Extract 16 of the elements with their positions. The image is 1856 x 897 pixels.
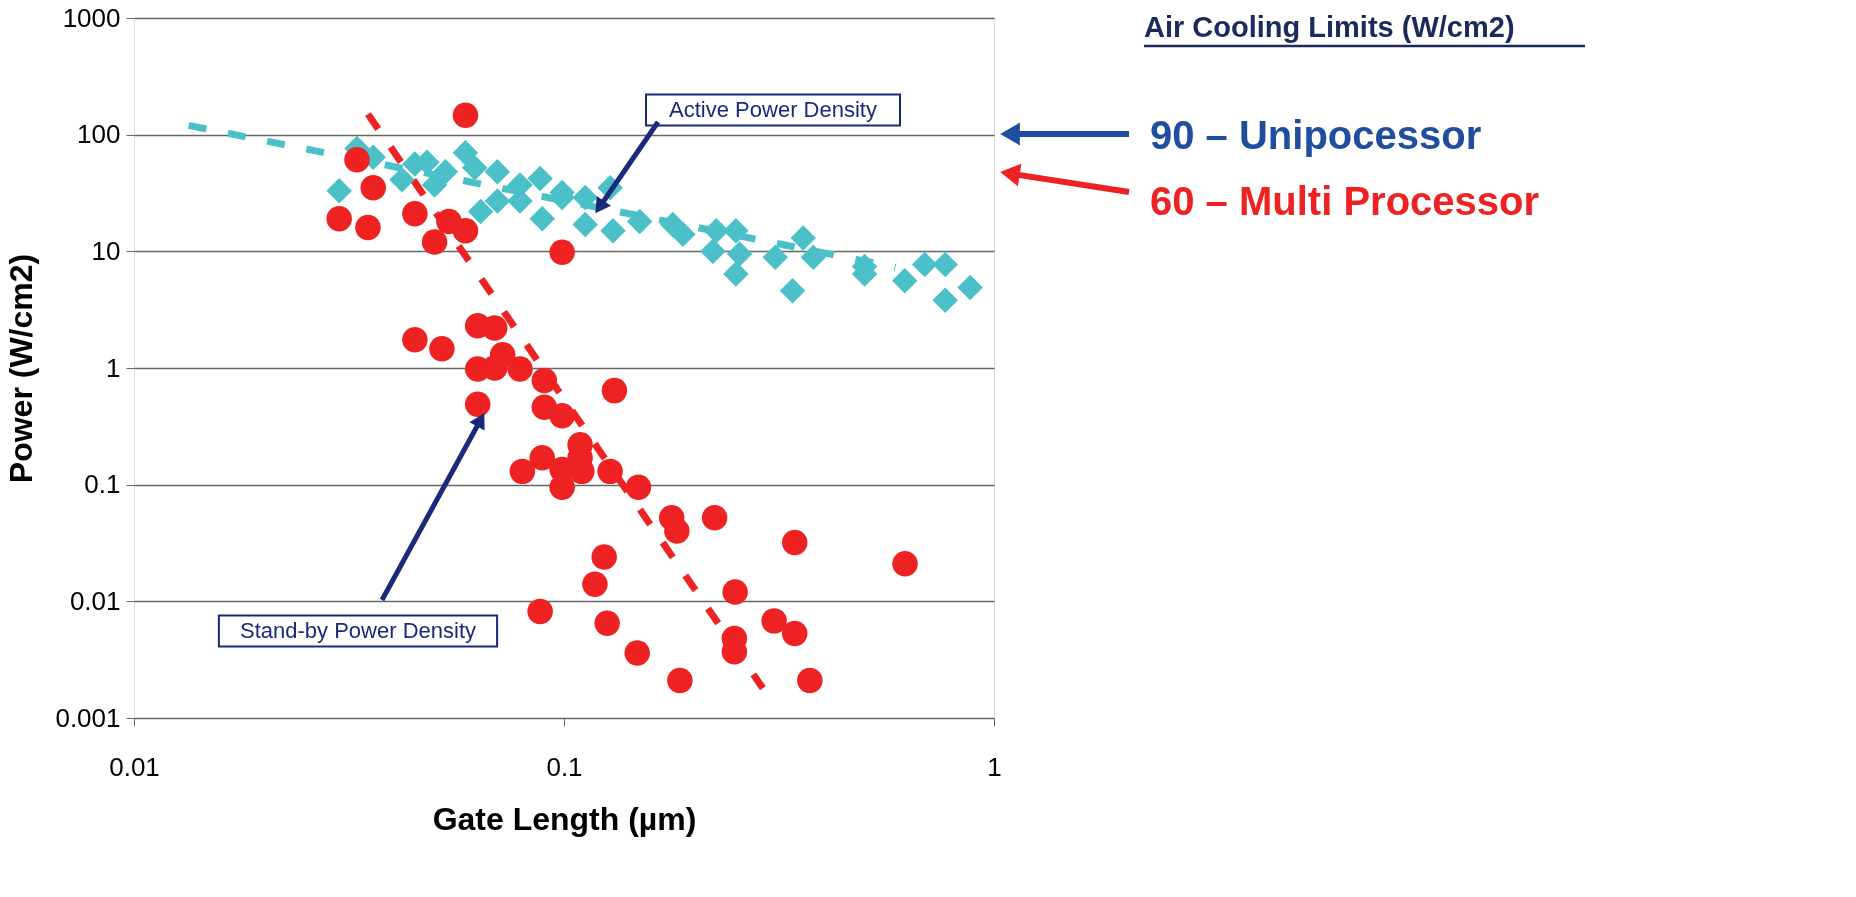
y-tick-label: 0.01 [69, 585, 121, 616]
text: 60 – Multi Processor [1150, 179, 1540, 223]
x-axis-title: Gate Length (µm) [432, 800, 697, 837]
y-tick-label: 0.001 [55, 702, 121, 733]
annotation: Active Power Density [669, 97, 877, 122]
y-tick-label: 100 [77, 119, 121, 150]
x-tick-label: 1 [987, 751, 1002, 782]
annotation: Stand-by Power Density [240, 618, 476, 643]
y-tick-label: 1000 [62, 2, 121, 33]
y-tick-label: 0.1 [84, 469, 121, 500]
text: Air Cooling Limits (W/cm2) [1144, 11, 1515, 43]
y-tick-label: 10 [91, 235, 121, 266]
x-tick-label: 0.1 [546, 751, 583, 782]
y-axis-title: Power (W/cm2) [3, 253, 40, 484]
y-tick-label: 1 [106, 352, 121, 383]
text: 90 – Unipocessor [1150, 113, 1482, 157]
